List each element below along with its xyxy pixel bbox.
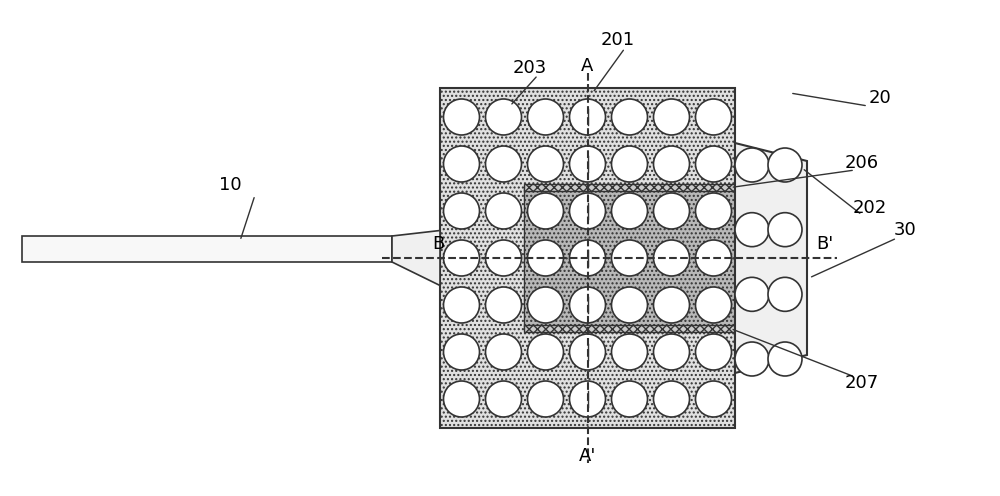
Circle shape [696,99,732,135]
Circle shape [486,193,522,229]
Circle shape [528,240,564,276]
Circle shape [612,193,648,229]
Bar [22,236,392,262]
Circle shape [696,334,732,370]
Circle shape [570,287,606,323]
Circle shape [654,334,690,370]
Circle shape [486,240,522,276]
Circle shape [444,146,480,182]
Circle shape [570,240,606,276]
Text: 201: 201 [601,31,635,49]
Circle shape [486,146,522,182]
Circle shape [654,146,690,182]
Circle shape [444,193,480,229]
Bar [440,88,735,428]
Circle shape [612,381,648,417]
Text: 10: 10 [219,176,241,194]
Circle shape [696,287,732,323]
Circle shape [654,99,690,135]
Circle shape [444,99,480,135]
Circle shape [444,287,480,323]
Circle shape [654,287,690,323]
Circle shape [486,334,522,370]
Text: B': B' [816,235,834,253]
Text: 30: 30 [894,221,916,239]
Text: 203: 203 [513,59,547,77]
Circle shape [528,146,564,182]
Circle shape [444,240,480,276]
Circle shape [444,334,480,370]
Circle shape [696,240,732,276]
Circle shape [612,240,648,276]
Circle shape [570,334,606,370]
Circle shape [570,193,606,229]
Circle shape [654,240,690,276]
Circle shape [570,381,606,417]
Circle shape [528,99,564,135]
Text: A: A [581,57,594,75]
Circle shape [768,277,802,311]
Circle shape [735,342,769,376]
Circle shape [528,381,564,417]
Text: B: B [432,235,444,253]
Text: A': A' [579,447,596,465]
Circle shape [768,342,802,376]
Circle shape [570,99,606,135]
Circle shape [528,334,564,370]
Circle shape [612,287,648,323]
Circle shape [696,381,732,417]
Circle shape [528,193,564,229]
Circle shape [486,287,522,323]
Circle shape [570,146,606,182]
Circle shape [768,213,802,247]
Bar [524,325,736,332]
Circle shape [735,213,769,247]
Circle shape [486,99,522,135]
Circle shape [486,381,522,417]
Bar [524,189,736,327]
Circle shape [528,287,564,323]
Polygon shape [735,143,807,373]
Circle shape [612,99,648,135]
Text: 206: 206 [845,154,879,172]
Circle shape [612,146,648,182]
Circle shape [654,193,690,229]
Circle shape [735,277,769,311]
Text: 207: 207 [845,374,879,392]
Bar [524,184,736,191]
Circle shape [696,146,732,182]
Circle shape [696,193,732,229]
Circle shape [444,381,480,417]
Circle shape [768,148,802,182]
Text: 202: 202 [853,199,887,217]
Circle shape [735,148,769,182]
Polygon shape [392,231,440,286]
Text: 20: 20 [869,89,891,107]
Circle shape [654,381,690,417]
Circle shape [612,334,648,370]
